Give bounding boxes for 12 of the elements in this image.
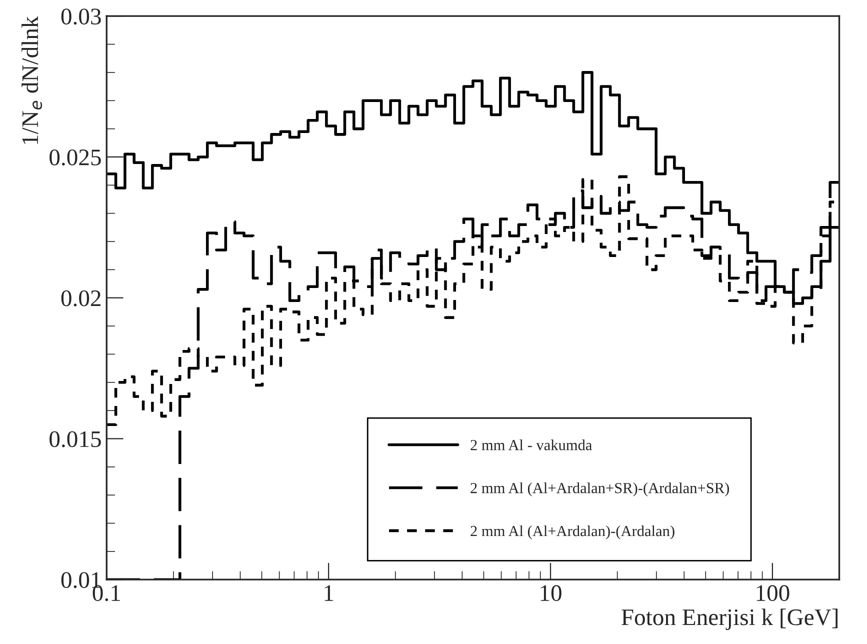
x-axis-title: Foton Enerjisi k [GeV]	[622, 608, 838, 630]
y-axis-title: 1/N$_{e}$ dN/dlnk	[22, 16, 42, 144]
legend-label: 2 mm Al (Al+Ardalan+SR)-(Ardalan+SR)	[470, 482, 729, 496]
y-tick-label: 0.015	[50, 431, 101, 448]
x-tick-label: 1	[324, 585, 334, 601]
y-tick-label: 0.03	[61, 8, 101, 25]
legend-label: 2 mm Al (Al+Ardalan)-(Ardalan)	[470, 525, 674, 540]
x-tick-label: 10	[540, 585, 562, 602]
y-tick-label: 0.02	[61, 290, 100, 306]
legend-label: 2 mm Al - vakumda	[470, 439, 592, 450]
y-tick-label: 0.025	[50, 149, 101, 166]
x-tick-label: 100	[756, 585, 790, 602]
